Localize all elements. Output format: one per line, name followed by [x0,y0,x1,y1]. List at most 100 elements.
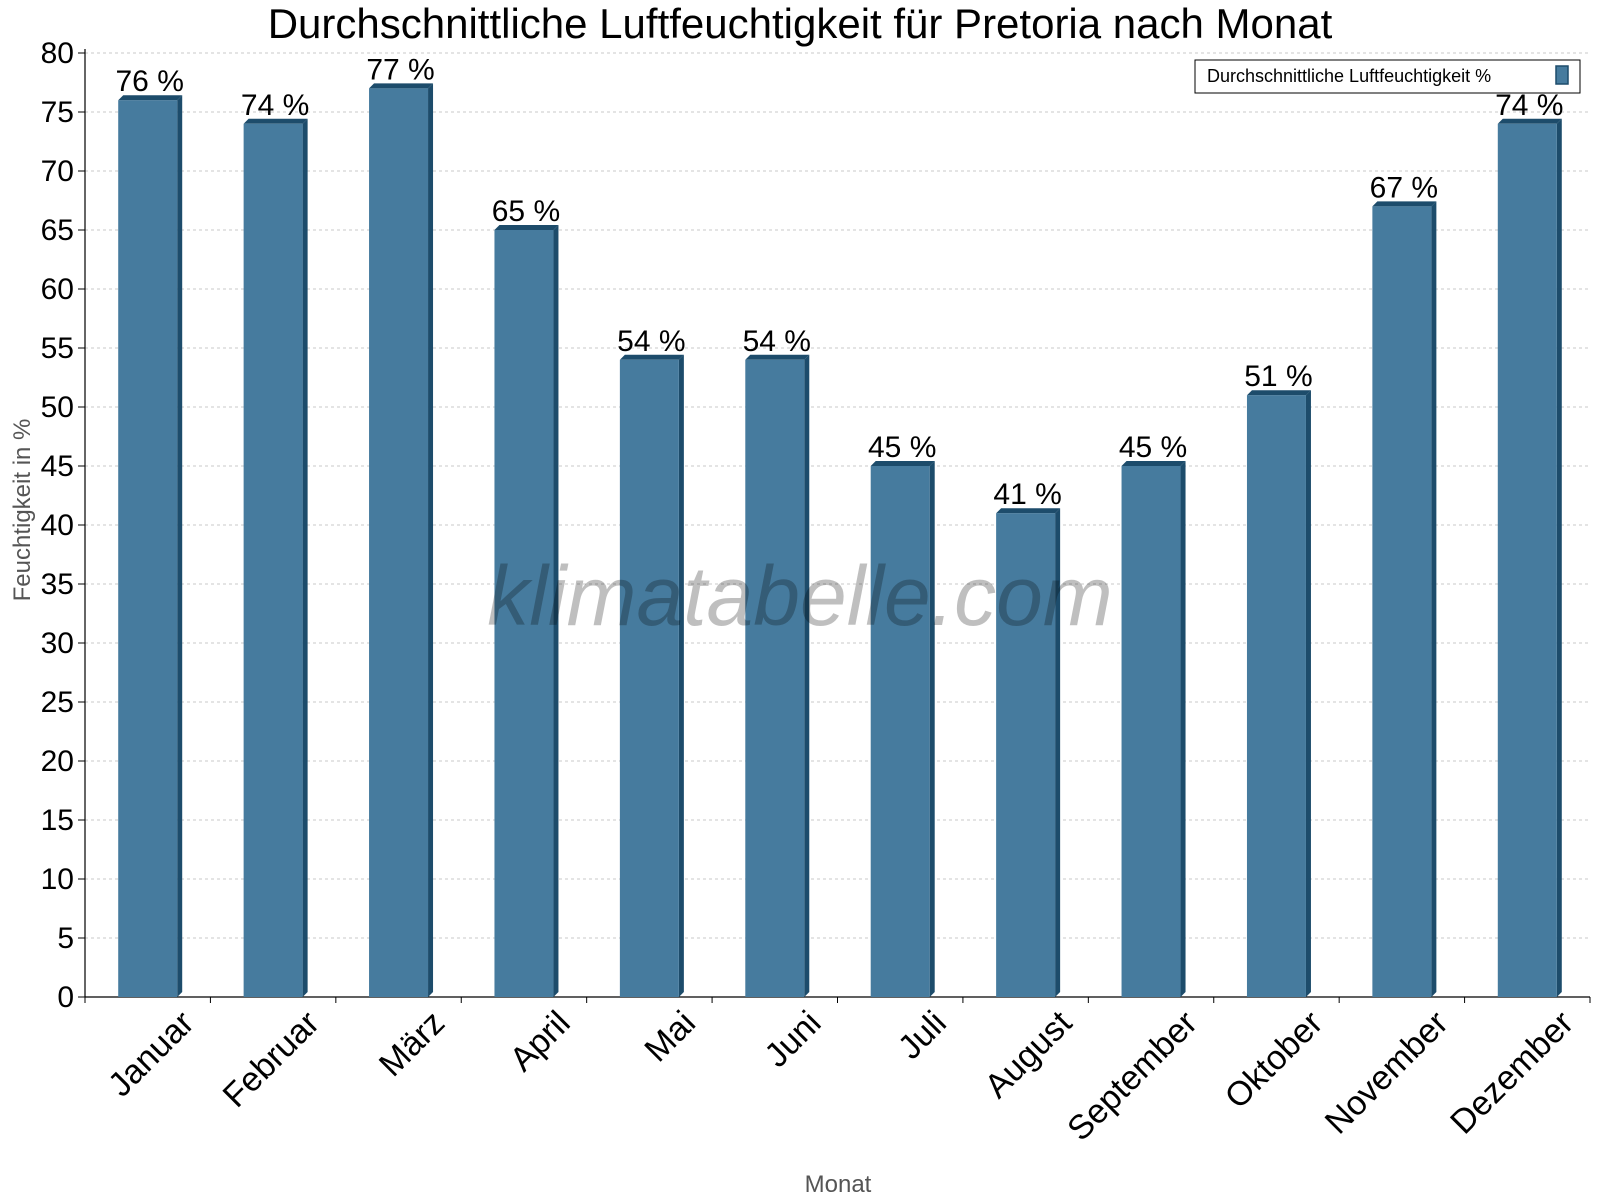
month-label: Januar [101,1004,201,1104]
bar-front [745,359,805,997]
gridlines [85,52,1590,939]
value-labels: 76 % 74 % 77 % 65 % 54 % 54 % 45 % 41 % 45 % 51 %… [116,53,1564,511]
bar-front [1246,395,1306,997]
value-label: 45 % [868,431,936,464]
bar-top [1372,201,1437,207]
month-label: April [503,1004,578,1079]
bar-top [745,354,810,360]
bar-top [118,95,183,101]
watermark: klimatabelle.com [487,549,1113,643]
bar-side [1055,508,1061,997]
y-tick-label: 50 [41,391,74,424]
bar-april [494,225,559,997]
bar-dezember [1497,118,1562,998]
y-tick-label: 65 [41,214,74,247]
bar-side [1431,201,1437,997]
y-tick-label: 45 [41,450,74,483]
bar-front [1121,466,1181,997]
y-tick-label: 35 [41,568,74,601]
bar-side [678,354,684,997]
month-label: Februar [216,1004,327,1115]
value-label: 67 % [1370,171,1438,204]
bar-august [996,508,1061,997]
bar-front [870,466,930,997]
bar-top [1121,461,1186,466]
month-label: August [978,1003,1080,1105]
legend-swatch [1555,65,1569,85]
y-tick-label: 55 [41,332,74,365]
legend-box [1194,59,1581,94]
bar-top [243,118,308,124]
bar-front [619,359,679,997]
value-label: 41 % [993,478,1061,511]
bar-juni [745,354,810,997]
month-label: Juli [891,1004,954,1067]
y-tick-label: 15 [41,804,74,837]
bar-top [870,461,935,466]
bar-front [1372,206,1432,997]
month-label: Oktober [1218,1004,1330,1116]
chart-title: Durchschnittliche Luftfeuchtigkeit für P… [268,0,1333,47]
bar-side [1305,390,1311,997]
y-tick-label: 25 [41,686,74,719]
value-label: 54 % [617,325,685,358]
bar-side [1180,461,1186,997]
value-label: 54 % [743,325,811,358]
month-label: November [1318,1004,1456,1142]
axes: 0 5 10 15 20 25 30 35 40 45 50 55 60 65 70 75 80 [41,37,1591,1014]
y-tick-label: 60 [41,273,74,306]
bar-side [804,354,810,997]
y-tick-label: 0 [57,981,74,1014]
bar-top [1497,118,1562,124]
y-tick-label: 30 [41,627,74,660]
bar-front [1497,123,1557,998]
month-label: Juni [757,1004,828,1075]
value-label: 77 % [366,53,434,86]
value-label: 65 % [492,195,560,228]
value-label: 74 % [241,89,309,122]
bar-juli [870,461,935,997]
bar-side [302,118,308,998]
bars [118,83,1562,998]
value-label: 45 % [1119,431,1187,464]
y-tick-label: 80 [41,37,74,70]
month-label: September [1060,1004,1204,1148]
month-label: Dezember [1443,1004,1581,1142]
legend-label: Durchschnittliche Luftfeuchtigkeit % [1207,66,1491,86]
bar-top [494,225,559,230]
bar-oktober [1246,390,1311,997]
value-label: 51 % [1244,360,1312,393]
bar-front [243,123,303,998]
y-tick-label: 75 [41,96,74,129]
bar-side [553,225,559,997]
bar-front [118,100,178,997]
y-tick-label: 40 [41,509,74,542]
bar-front [996,513,1056,997]
y-axis-title: Feuchtigkeit in % [9,419,36,602]
bar-februar [243,118,308,998]
bar-märz [369,83,434,997]
bar-side [1556,118,1562,998]
month-label: März [372,1004,452,1084]
bar-top [996,508,1061,514]
value-label: 76 % [116,65,184,98]
value-label: 74 % [1495,89,1563,122]
bar-top [369,83,434,89]
bar-mai [619,354,684,997]
month-label: Mai [637,1004,703,1070]
bar-front [369,88,429,997]
month-labels: Januar Februar März April Mai Juni Juli AugustS… [101,1003,1581,1148]
bar-top [619,354,684,360]
bar-november [1372,201,1437,997]
y-tick-label: 20 [41,745,74,778]
bar-september [1121,461,1186,997]
bar-front [494,230,554,997]
legend: Durchschnittliche Luftfeuchtigkeit % [1194,59,1581,94]
x-axis-title: Monat [805,1171,872,1198]
y-tick-label: 10 [41,863,74,896]
bar-side [428,83,434,997]
bar-top [1246,390,1311,396]
y-tick-label: 70 [41,155,74,188]
bar-side [177,95,183,997]
